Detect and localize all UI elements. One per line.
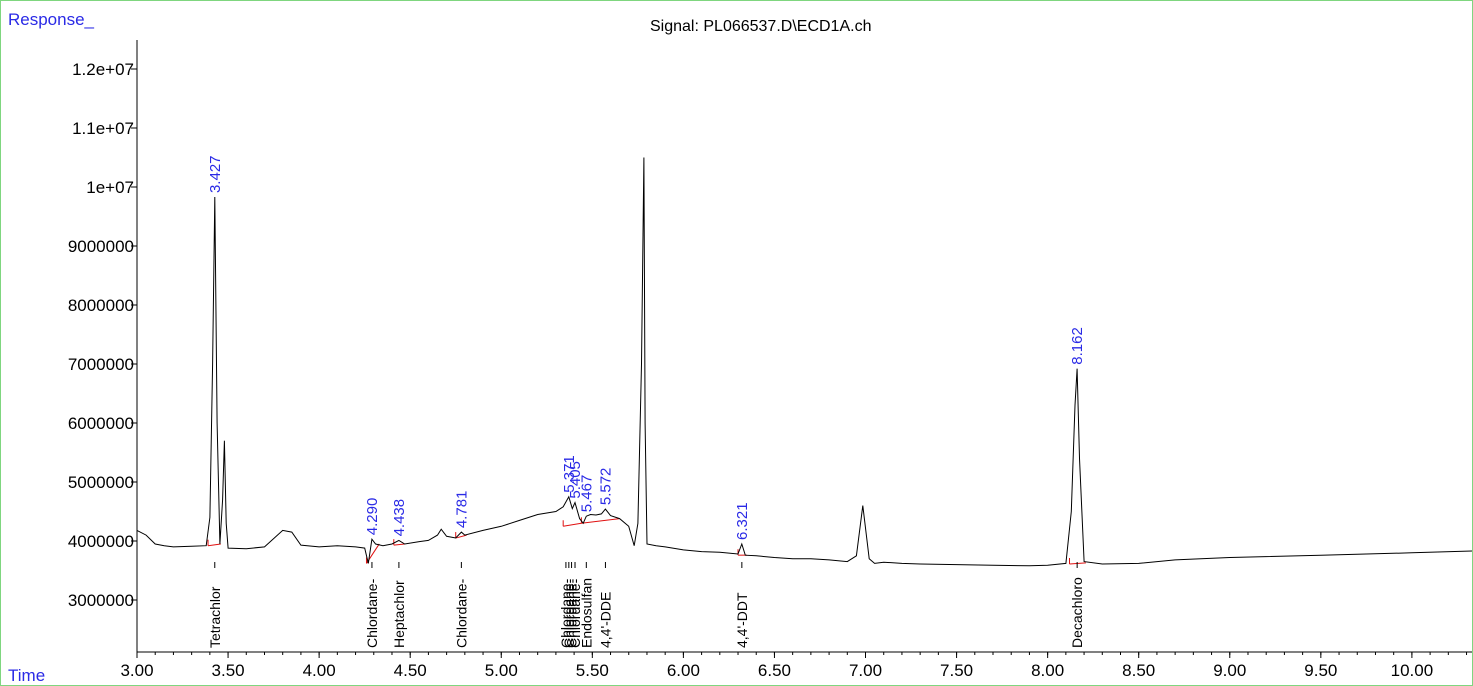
compound-label-7: Chlordane- — [567, 578, 583, 648]
y-tick-label-3: 6000000 — [68, 414, 134, 433]
y-tick-label-5: 8000000 — [68, 296, 134, 315]
peak-rt-label-6: 5.467 — [578, 475, 595, 513]
peak-rt-label-5: 5.405 — [567, 461, 584, 499]
peak-rt-label-4: 5.371 — [561, 455, 578, 493]
y-tick-label-6: 9000000 — [68, 237, 134, 256]
baseline-4 — [563, 522, 582, 527]
y-tick-label-2: 5000000 — [68, 473, 134, 492]
peak-rt-label-3: 4.781 — [453, 491, 470, 529]
compound-label-6: Chlordane- — [564, 578, 580, 648]
x-tick-label-14: 10.00 — [1391, 661, 1434, 680]
x-tick-label-6: 6.00 — [667, 661, 700, 680]
x-axis-caption: Time — [8, 666, 46, 685]
x-tick-label-3: 4.50 — [394, 661, 427, 680]
peak-rt-label-2: 4.438 — [391, 499, 408, 537]
compound-label-9: 4,4'-DDE — [597, 592, 613, 648]
x-tick-label-10: 8.00 — [1031, 661, 1064, 680]
compound-label-2: Heptachlor — [391, 580, 407, 648]
signal-trace — [136, 157, 1473, 567]
compound-label-8: Endosulfan — [578, 578, 594, 648]
y-tick-label-7: 1e+07 — [86, 178, 134, 197]
y-tick-label-0: 3000000 — [68, 591, 134, 610]
y-tick-label-1: 4000000 — [68, 532, 134, 551]
x-tick-label-2: 4.00 — [303, 661, 336, 680]
y-tick-label-8: 1.1e+07 — [72, 119, 134, 138]
peak-rt-label-1: 4.290 — [364, 498, 381, 536]
x-tick-label-5: 5.50 — [576, 661, 609, 680]
compound-label-1: Chlordane- — [364, 578, 380, 648]
x-tick-label-0: 3.00 — [120, 661, 153, 680]
baseline-0 — [207, 543, 221, 547]
compound-label-3: Chlordane- — [453, 578, 469, 648]
peak-rt-label-8: 6.321 — [734, 502, 751, 540]
baseline-7 — [1069, 562, 1086, 565]
compound-label-10: 4,4'-DDT — [734, 592, 750, 648]
x-tick-label-7: 6.50 — [758, 661, 791, 680]
baseline-5 — [581, 518, 620, 524]
y-tick-label-4: 7000000 — [68, 355, 134, 374]
y-tick-label-9: 1.2e+07 — [72, 60, 134, 79]
x-tick-label-9: 7.50 — [940, 661, 973, 680]
chart-title: Signal: PL066537.D\ECD1A.ch — [650, 18, 872, 35]
compound-label-11: Decachloro — [1069, 577, 1085, 648]
x-tick-label-1: 3.50 — [212, 661, 245, 680]
x-tick-label-11: 8.50 — [1122, 661, 1155, 680]
x-tick-label-4: 5.00 — [485, 661, 518, 680]
peak-rt-label-9: 8.162 — [1069, 327, 1086, 365]
x-tick-label-8: 7.00 — [849, 661, 882, 680]
peak-rt-label-0: 3.427 — [207, 155, 224, 193]
x-tick-label-12: 9.00 — [1213, 661, 1246, 680]
peak-rt-label-7: 5.572 — [597, 468, 614, 506]
compound-label-0: Tetrachlor — [207, 586, 223, 648]
y-axis-caption: Response_ — [8, 10, 95, 29]
x-tick-label-13: 9.50 — [1304, 661, 1337, 680]
compound-label-5: Chlordane- — [561, 578, 577, 648]
baseline-2 — [393, 543, 405, 546]
compound-label-4: Chlordane- — [558, 578, 574, 648]
